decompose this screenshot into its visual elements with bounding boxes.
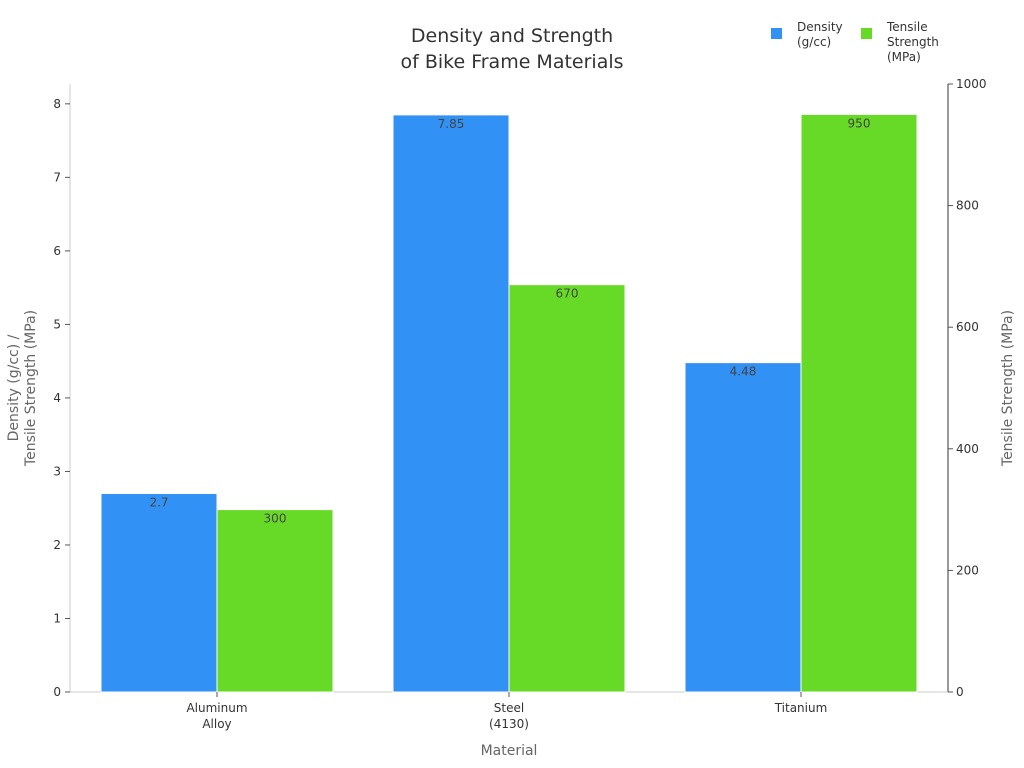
- bar-density: [684, 362, 802, 693]
- x-tick-label: Alloy: [202, 717, 231, 731]
- y2-axis-title: Tensile Strength (MPa): [1000, 310, 1016, 467]
- y2-tick-label: 1000: [956, 77, 987, 91]
- legend-label: Tensile: [886, 20, 928, 34]
- y-tick-label: 2: [53, 538, 61, 552]
- legend-label: Density: [797, 20, 843, 34]
- y-axis-title-line-1: Density (g/cc) /: [6, 334, 22, 441]
- bar-value-label: 950: [848, 116, 871, 130]
- y2-tick-label: 600: [956, 320, 979, 334]
- x-tick-label: Titanium: [774, 701, 828, 715]
- x-tick-label: Steel: [494, 701, 524, 715]
- y-tick-label: 8: [53, 97, 61, 111]
- chart-title-line-1: Density and Strength: [411, 25, 613, 47]
- bar-density: [392, 114, 510, 693]
- bar-tensile-strength: [800, 113, 918, 693]
- bar-value-label: 670: [556, 287, 579, 301]
- bar-value-label: 2.7: [149, 495, 168, 509]
- y-tick-label: 3: [53, 464, 61, 478]
- x-tick-label: (4130): [489, 717, 529, 731]
- y-tick-label: 0: [53, 685, 61, 699]
- legend-label: (MPa): [887, 50, 921, 64]
- bar-tensile-strength: [216, 509, 334, 693]
- y2-tick-label: 400: [956, 442, 979, 456]
- x-tick-label: Aluminum: [186, 701, 247, 715]
- bar-tensile-strength: [508, 284, 626, 693]
- bar-density: [100, 492, 218, 693]
- x-axis-title: Material: [481, 743, 538, 759]
- chart-title-line-2: of Bike Frame Materials: [400, 51, 623, 73]
- y-tick-label: 5: [53, 317, 61, 331]
- bar-value-label: 4.48: [730, 365, 757, 379]
- bar-value-label: 7.85: [438, 117, 465, 131]
- y2-tick-label: 200: [956, 563, 979, 577]
- legend-swatch: [771, 28, 782, 39]
- bar-value-label: 300: [264, 512, 287, 526]
- legend-swatch: [861, 28, 872, 39]
- legend-label: (g/cc): [797, 35, 831, 49]
- y-axis-title-line-2: Tensile Strength (MPa): [23, 310, 39, 467]
- y2-tick-label: 800: [956, 199, 979, 213]
- y-tick-label: 1: [53, 611, 61, 625]
- y-tick-label: 4: [53, 391, 61, 405]
- y-tick-label: 7: [53, 170, 61, 184]
- y2-tick-label: 0: [956, 685, 964, 699]
- y-tick-label: 6: [53, 244, 61, 258]
- legend-label: Strength: [887, 35, 939, 49]
